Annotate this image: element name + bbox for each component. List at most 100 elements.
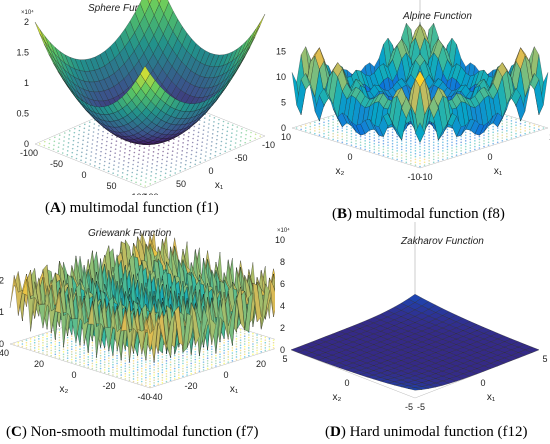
contour-mark [182,362,184,365]
contour-mark [91,344,94,347]
contour-mark [210,353,213,356]
contour-mark [219,350,221,353]
contour-mark [157,365,160,367]
contour-mark [160,166,163,169]
contour-mark [249,135,252,138]
contour-mark [469,138,472,141]
contour-mark [186,356,188,358]
contour-mark [446,148,449,151]
contour-mark [38,348,40,350]
contour-mark [157,380,160,383]
contour-mark [442,147,444,149]
contour-mark [410,134,412,136]
contour-mark [153,376,155,379]
contour-mark [510,137,513,139]
contour-mark [215,354,217,357]
contour-mark [368,138,371,141]
contour-mark [133,151,136,154]
contour-mark [29,343,32,345]
contour-mark [194,163,197,166]
contour-mark [58,344,61,347]
contour-mark [99,354,102,357]
contour-mark [515,121,517,124]
contour-mark [400,148,403,151]
contour-mark [116,174,119,176]
contour-mark [501,120,504,122]
contour-mark [145,366,147,369]
contour-mark [129,145,132,148]
contour-mark [128,157,130,160]
contour-mark [223,344,225,347]
contour-mark [492,128,494,131]
contour-mark [62,148,64,150]
contour-mark [176,148,179,150]
contour-mark [136,361,139,363]
contour-mark [198,362,201,365]
contour-mark [112,371,114,374]
contour-mark [309,128,312,131]
contour-mark [132,372,135,375]
contour-mark [165,365,168,367]
contour-mark [95,363,98,366]
contour-mark [211,141,213,143]
contour-mark [419,148,421,151]
contour-mark [145,384,147,387]
contour-mark [169,379,172,382]
contour-mark [336,128,339,131]
contour-mark [400,157,403,159]
contour-mark [83,349,85,352]
contour-mark [169,369,172,371]
contour-mark [169,361,172,363]
contour-mark [86,149,88,151]
contour-mark [46,345,48,348]
contour-mark [496,141,499,144]
y-tick-label: -50 [50,159,63,169]
contour-mark [423,147,426,149]
contour-mark [173,375,176,378]
contour-mark [219,345,221,348]
contour-mark [66,336,69,339]
contour-mark [113,156,116,158]
contour-mark [42,341,44,344]
contour-mark [405,155,408,158]
contour-mark [75,344,77,347]
contour-mark [248,334,250,336]
contour-mark [58,328,61,331]
contour-mark [460,150,462,152]
contour-mark [70,335,73,338]
contour-mark [446,145,449,148]
contour-mark [204,155,207,157]
contour-mark [137,157,140,160]
contour-mark [446,157,449,159]
contour-mark [359,135,362,138]
contour-mark [515,124,517,126]
contour-mark [95,361,98,363]
contour-mark [213,117,216,119]
contour-mark [243,350,246,353]
contour-mark [120,369,122,371]
contour-mark [419,154,421,156]
contour-mark [29,340,32,343]
contour-mark [58,134,61,136]
contour-mark [86,145,89,147]
contour-mark [410,151,412,154]
contour-mark [428,157,430,159]
contour-mark [419,157,421,159]
contour-mark [382,137,385,139]
contour-mark [120,363,122,366]
contour-mark [364,134,366,136]
contour-mark [446,142,449,145]
x-tick-label: 10 [549,132,550,142]
contour-mark [140,370,143,372]
x-tick-label: 0 [208,166,213,176]
contour-mark [519,122,522,125]
contour-mark [272,344,275,347]
contour-mark [73,135,75,138]
contour-mark [103,353,106,356]
contour-mark [207,131,209,133]
contour-mark [519,134,522,136]
contour-mark [114,152,117,154]
surface-mesh [291,22,549,143]
contour-mark [151,159,154,161]
